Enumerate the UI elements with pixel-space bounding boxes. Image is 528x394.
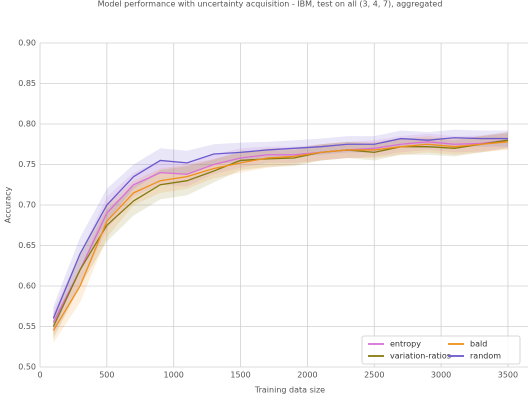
x-tick-label: 2500 bbox=[364, 371, 384, 380]
x-tick-label: 1000 bbox=[164, 371, 184, 380]
y-tick-label: 0.60 bbox=[18, 282, 36, 291]
y-tick-label: 0.55 bbox=[18, 322, 36, 331]
line bbox=[52, 141, 509, 331]
legend-label: random bbox=[470, 352, 501, 361]
legend-label: bald bbox=[470, 340, 487, 349]
line bbox=[52, 139, 509, 327]
x-tick-label: 2000 bbox=[297, 371, 317, 380]
legend-label: variation-ratios bbox=[390, 352, 451, 361]
x-tick-label: 3500 bbox=[498, 371, 518, 380]
x-tick-label: 500 bbox=[99, 371, 114, 380]
line bbox=[52, 137, 508, 319]
x-axis-label: Training data size bbox=[254, 386, 325, 394]
line bbox=[52, 139, 509, 323]
confidence-band bbox=[53, 133, 508, 343]
y-tick-label: 0.80 bbox=[18, 120, 36, 129]
y-tick-label: 0.75 bbox=[18, 160, 36, 169]
x-tick-label: 3000 bbox=[431, 371, 451, 380]
y-tick-label: 0.90 bbox=[18, 39, 36, 48]
y-tick-label: 0.70 bbox=[18, 201, 36, 210]
chart-title: Model performance with uncertainty acqui… bbox=[98, 0, 443, 9]
legend-box bbox=[361, 335, 521, 365]
y-tick-label: 0.50 bbox=[18, 363, 36, 372]
confidence-band bbox=[53, 132, 508, 335]
x-tick-label: 1500 bbox=[230, 371, 250, 380]
y-tick-label: 0.65 bbox=[18, 241, 36, 250]
legend-label: entropy bbox=[390, 340, 421, 349]
y-tick-label: 0.85 bbox=[18, 79, 36, 88]
x-tick-label: 0 bbox=[37, 371, 42, 380]
y-axis-label: Accuracy bbox=[4, 186, 13, 223]
